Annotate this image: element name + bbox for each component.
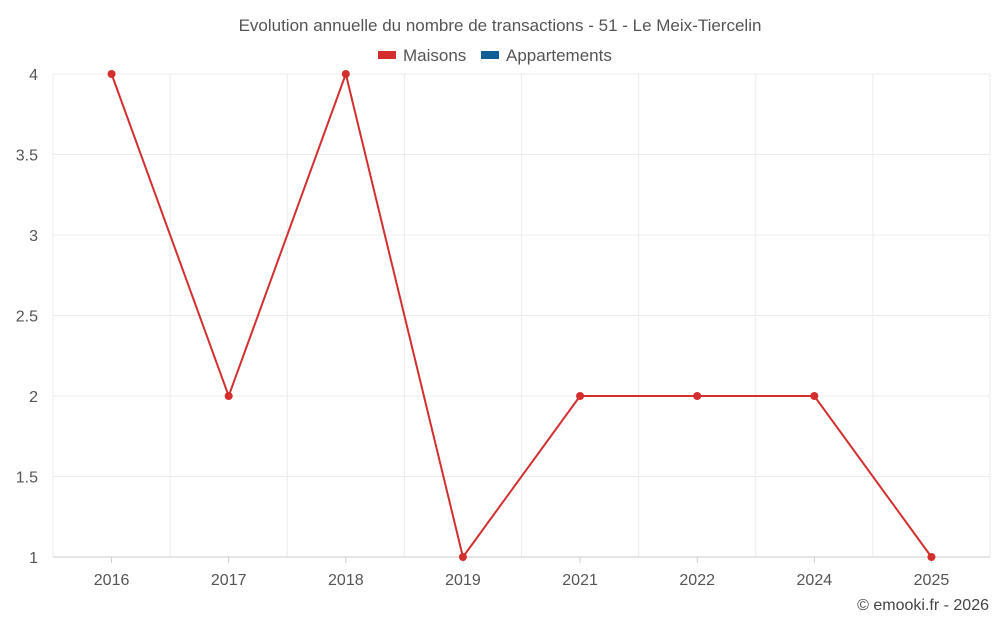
x-tick-label: 2018 (328, 572, 364, 589)
y-tick-label: 3 (29, 228, 38, 245)
data-point[interactable] (458, 553, 467, 561)
series-line-maisons (110, 70, 933, 560)
credit-text: © emooki.fr - 2026 (857, 597, 989, 614)
series (107, 70, 936, 561)
y-tick-label: 1.5 (16, 470, 38, 487)
x-tick-label: 2021 (562, 572, 598, 589)
legend: Maisons Appartements (378, 46, 612, 65)
data-point[interactable] (810, 392, 819, 400)
y-tick-label: 4 (29, 67, 38, 84)
legend-swatch-maisons (378, 51, 396, 59)
y-axis-ticks: 1 1.5 2 2.5 3 3.5 4 (16, 67, 38, 567)
y-tick-label: 1 (29, 550, 38, 567)
legend-item-maisons[interactable]: Maisons (378, 46, 466, 65)
y-tick-label: 2.5 (16, 309, 38, 326)
legend-label-maisons: Maisons (403, 46, 466, 65)
x-tick-label: 2017 (211, 572, 247, 589)
y-tick-label: 3.5 (16, 148, 38, 165)
x-tick-label: 2024 (797, 572, 833, 589)
x-tick-label: 2022 (679, 572, 715, 589)
x-axis-ticks: 2016 2017 2018 2019 2021 2022 2024 2025 (94, 557, 950, 589)
x-tick-label: 2016 (94, 572, 130, 589)
grid (52, 73, 991, 557)
x-tick-label: 2019 (445, 572, 481, 589)
data-point[interactable] (107, 70, 116, 78)
chart-title: Evolution annuelle du nombre de transact… (239, 16, 762, 35)
data-point[interactable] (341, 70, 350, 78)
data-point[interactable] (576, 392, 585, 400)
data-point[interactable] (927, 553, 936, 561)
legend-swatch-appartements (481, 51, 499, 59)
x-tick-label: 2025 (914, 572, 950, 589)
data-point[interactable] (224, 392, 233, 400)
legend-label-appartements: Appartements (506, 46, 612, 65)
legend-item-appartements[interactable]: Appartements (481, 46, 612, 65)
y-tick-label: 2 (29, 389, 38, 406)
data-point[interactable] (693, 392, 702, 400)
